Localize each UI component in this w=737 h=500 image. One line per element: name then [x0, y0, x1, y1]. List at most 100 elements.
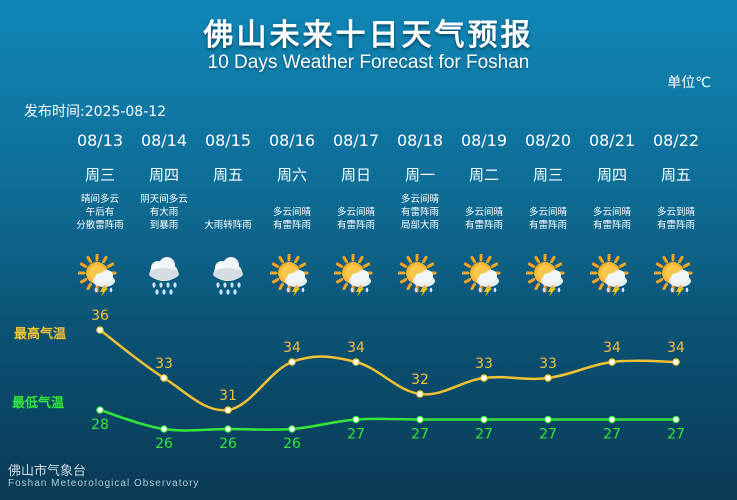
day-column: 08/13 周三 — [68, 130, 132, 186]
high-temp-label: 33 — [155, 356, 173, 372]
high-temp-label: 33 — [475, 356, 493, 372]
day-weekday: 周五 — [212, 166, 243, 184]
day-date: 08/18 — [396, 131, 444, 150]
day-date: 08/13 — [76, 131, 124, 150]
high-temp-label: 34 — [283, 340, 301, 356]
high-temp-label: 31 — [219, 388, 237, 404]
high-temp-point — [672, 358, 680, 366]
day-date: 08/22 — [652, 131, 700, 150]
day-description: 多云间晴 有雷阵雨 — [577, 193, 647, 232]
high-temp-point — [224, 406, 232, 414]
description-line: 有雷阵雨 — [400, 207, 439, 218]
day-weekday: 周四 — [596, 166, 627, 184]
description-line: 到暴雨 — [149, 220, 179, 231]
day-date: 08/21 — [588, 131, 636, 150]
day-column: 08/14 周四 — [132, 130, 196, 186]
page-subtitle: 10 Days Weather Forecast for Foshan — [207, 52, 530, 73]
day-weekday: 周日 — [340, 166, 371, 184]
description-line: 多云间晴 — [272, 207, 311, 218]
high-temp-label: 32 — [411, 372, 429, 388]
high-temp-point — [160, 374, 168, 382]
description-line: 分散雷阵雨 — [76, 220, 124, 231]
day-date: 08/16 — [268, 131, 316, 150]
description-line: 阴天间多云 — [140, 194, 188, 205]
sun-thunderstorm-icon — [333, 253, 378, 298]
day-weekday: 周五 — [660, 166, 691, 184]
description-line: 有雷阵雨 — [336, 220, 375, 231]
day-date: 08/14 — [140, 131, 188, 150]
sun-thunderstorm-icon — [77, 253, 122, 298]
day-weekday: 周三 — [532, 166, 563, 184]
description-line: 多云间晴 — [400, 194, 439, 205]
high-temp-label: 36 — [91, 308, 109, 324]
day-description: 多云间晴 有雷阵雨 — [513, 193, 583, 232]
low-temp-point — [544, 415, 552, 424]
sun-thunderstorm-icon — [653, 253, 698, 298]
day-column: 08/21 周四 — [580, 130, 644, 186]
footer-org: 佛山市气象台 — [8, 464, 87, 479]
day-description: 多云间晴 有雷阵雨 — [321, 193, 391, 232]
low-temp-point — [288, 425, 296, 433]
low-temp-label: 26 — [283, 436, 301, 452]
high-temp-point — [544, 374, 552, 382]
description-line: 有大雨 — [149, 207, 179, 218]
low-temp-label: 27 — [347, 427, 365, 443]
description-line: 午后有 — [85, 207, 115, 218]
high-temp-label: 34 — [603, 340, 621, 356]
day-column: 08/20 周三 — [516, 130, 580, 186]
day-column: 08/15 周五 — [196, 130, 260, 186]
sun-thunderstorm-icon — [589, 253, 634, 298]
day-date: 08/17 — [332, 131, 380, 150]
cloud-heavy-rain-icon — [206, 254, 250, 298]
low-temp-label: 27 — [475, 427, 493, 443]
high-temp-point — [608, 358, 616, 366]
description-line: 晴间多云 — [80, 194, 119, 205]
low-temp-point — [672, 415, 680, 424]
low-temp-point — [160, 425, 168, 433]
high-temp-label: 33 — [539, 356, 557, 372]
low-temp-label: 27 — [411, 427, 429, 443]
day-date: 08/20 — [524, 131, 572, 150]
high-temp-line — [99, 328, 677, 412]
low-temp-label: 27 — [667, 427, 685, 443]
day-description: 多云间晴 有雷阵雨 — [257, 193, 327, 232]
description-line: 多云间晴 — [528, 207, 567, 218]
day-column: 08/18 周一 — [388, 130, 452, 186]
low-temp-point — [480, 415, 488, 424]
high-temp-point — [416, 390, 424, 398]
sun-thunderstorm-icon — [269, 253, 314, 298]
high-temp-point — [288, 358, 296, 366]
footer-org-en: Foshan Meteorological Observatory — [8, 478, 200, 489]
description-line: 有雷阵雨 — [656, 220, 695, 231]
cloud-heavy-rain-icon — [142, 254, 186, 298]
day-description: 多云间晴 有雷阵雨 局部大雨 — [385, 193, 455, 232]
day-description: 晴间多云午后有分散雷阵雨 — [65, 193, 135, 232]
day-column: 08/17 周日 — [324, 130, 388, 186]
day-weekday: 周四 — [148, 166, 179, 184]
day-column: 08/19 周二 — [452, 130, 516, 186]
page-title: 佛山未来十日天气预报 — [203, 18, 534, 53]
legend-low: 最低气温 — [12, 396, 65, 411]
day-description: 多云到晴 有雷阵雨 — [641, 193, 711, 232]
description-line: 有雷阵雨 — [592, 220, 631, 231]
low-temp-label: 26 — [155, 436, 173, 452]
low-temp-label: 27 — [539, 427, 557, 443]
description-line: 多云到晴 — [656, 207, 695, 218]
day-weekday: 周三 — [84, 166, 115, 184]
day-weekday: 周一 — [404, 166, 435, 184]
day-date: 08/15 — [204, 131, 252, 150]
low-temp-point — [608, 415, 616, 424]
description-line: 有雷阵雨 — [528, 220, 567, 231]
low-temp-point — [224, 425, 232, 433]
low-temp-point — [96, 406, 104, 414]
day-weekday: 周二 — [468, 166, 499, 184]
low-temp-point — [352, 415, 360, 424]
publish-date: 2025-08-12 — [84, 104, 167, 120]
high-temp-point — [96, 326, 104, 334]
day-weekday: 周六 — [276, 166, 307, 184]
day-description: 多云间晴 有雷阵雨 — [449, 193, 519, 232]
description-line: 多云间晴 — [336, 207, 375, 218]
low-temp-point — [416, 415, 424, 424]
day-description: 大雨转阵雨 — [193, 193, 263, 232]
description-line: 有雷阵雨 — [272, 220, 311, 231]
